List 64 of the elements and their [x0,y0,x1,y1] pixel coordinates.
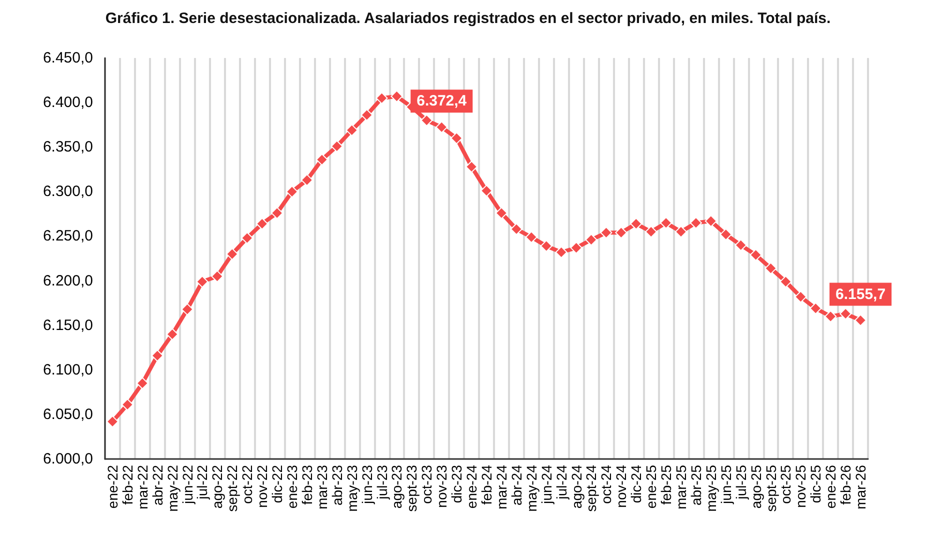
x-tick-label: jun-24 [538,464,554,505]
x-tick-label: sept-24 [583,464,600,512]
x-tick-label: oct-22 [239,464,256,504]
x-tick-label: ago-25 [748,464,764,509]
x-tick-label: mar-22 [134,464,150,510]
x-tick-label: may-25 [702,464,719,512]
x-tick-label: jul-24 [553,464,570,500]
x-tick-label: oct-23 [418,464,435,504]
x-tick-label: may-23 [344,464,360,512]
x-tick-label: feb-26 [838,464,854,505]
x-tick-label: ago-23 [388,464,405,509]
x-tick-label: ene-24 [464,464,480,509]
x-tick-label: oct-25 [778,464,794,504]
x-tick-label: dic-23 [448,464,465,504]
y-tick-label: 6.400,0 [42,94,93,112]
x-tick-label: jul-25 [732,464,749,500]
x-tick-label: nov-22 [254,464,270,508]
x-tick-label: ago-24 [568,464,584,509]
x-tick-label: feb-23 [298,464,315,505]
x-tick-label: abr-25 [688,464,704,506]
x-tick-label: may-24 [523,464,540,512]
y-tick-label: 6.050,0 [42,406,93,423]
y-tick-label: 6.150,0 [42,316,93,334]
x-tick-label: nov-24 [613,464,630,508]
x-tick-label: jul-23 [374,464,390,500]
x-tick-label: may-22 [164,464,180,512]
annotation: 6.372,4 [416,92,468,110]
x-tick-label: feb-25 [658,464,674,505]
x-tick-label: nov-25 [792,464,809,508]
y-tick-label: 6.000,0 [42,450,93,468]
x-tick-label: mar-25 [672,464,689,510]
x-tick-label: ene-22 [104,464,120,509]
y-tick-label: 6.450,0 [42,50,93,66]
x-tick-label: abr-22 [149,464,166,506]
y-tick-label: 6.350,0 [42,138,93,156]
chart-title: Gráfico 1. Serie desestacionalizada. Asalariados registrados en el sector privado, en miles. Total país. [105,10,831,27]
x-tick-label: sept-23 [404,464,420,512]
x-tick-label: ene-26 [822,464,839,509]
y-tick-label: 6.300,0 [42,183,93,200]
y-tick-label: 6.250,0 [42,228,93,245]
x-tick-label: feb-22 [119,464,136,505]
x-tick-label: dic-24 [628,464,644,504]
x-tick-label: sept-22 [224,464,240,512]
x-tick-label: jun-25 [718,464,734,505]
x-tick-label: mar-26 [852,464,869,510]
x-tick-label: abr-23 [328,464,345,506]
x-tick-label: ene-25 [643,464,660,509]
x-tick-label: jun-23 [358,464,375,505]
x-tick-label: dic-22 [269,464,286,504]
x-tick-label: jul-22 [194,464,210,500]
x-tick-label: oct-24 [598,464,614,504]
x-tick-label: mar-24 [493,464,510,510]
y-tick-label: 6.100,0 [42,361,93,378]
x-tick-label: feb-24 [478,464,494,505]
y-tick-label: 6.200,0 [42,272,93,290]
x-tick-label: sept-25 [762,464,779,512]
x-tick-label: mar-23 [314,464,330,510]
x-tick-label: abr-24 [508,464,524,506]
x-tick-label: ago-22 [209,464,226,509]
x-tick-label: dic-25 [808,464,824,504]
x-tick-label: jun-22 [179,464,196,505]
annotation: 6.155,7 [835,286,886,303]
x-tick-label: ene-23 [284,464,300,509]
x-tick-label: nov-23 [434,464,450,508]
